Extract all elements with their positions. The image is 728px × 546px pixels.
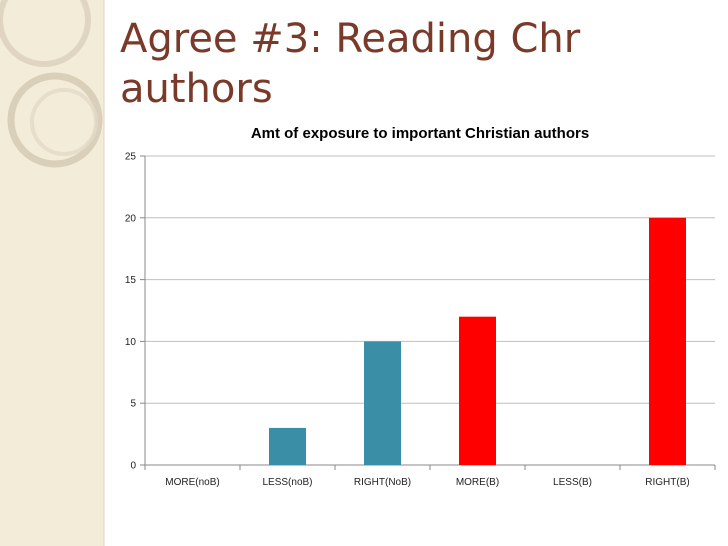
bar-right-b	[649, 217, 686, 465]
x-category-label: RIGHT(B)	[645, 477, 689, 488]
y-tick-label: 25	[125, 152, 137, 163]
axis-labels: 0 5 10 15 20 25 MORE(noB) LESS(noB) RIGHT(NoB) MO…	[125, 152, 690, 489]
x-category-label: LESS(noB)	[262, 477, 312, 488]
bar-right-nob	[364, 341, 401, 465]
y-tick-label: 15	[125, 275, 137, 286]
x-category-label: MORE(B)	[456, 477, 499, 488]
y-tick-label: 20	[125, 213, 137, 224]
bar-more-b	[459, 316, 496, 465]
bars	[269, 217, 686, 465]
y-tick-label: 10	[125, 337, 137, 348]
y-tick-label: 5	[130, 399, 136, 410]
x-category-label: LESS(B)	[553, 477, 592, 488]
gridlines	[145, 155, 715, 404]
axes	[140, 155, 716, 470]
slide-title: Agree #3: Reading Chr authors	[120, 16, 581, 112]
chart-title: Amt of exposure to important Christian a…	[251, 125, 589, 142]
bar-less-nob	[269, 427, 306, 465]
x-category-label: RIGHT(NoB)	[354, 477, 411, 488]
x-category-label: MORE(noB)	[165, 477, 219, 488]
y-tick-label: 0	[130, 461, 136, 472]
